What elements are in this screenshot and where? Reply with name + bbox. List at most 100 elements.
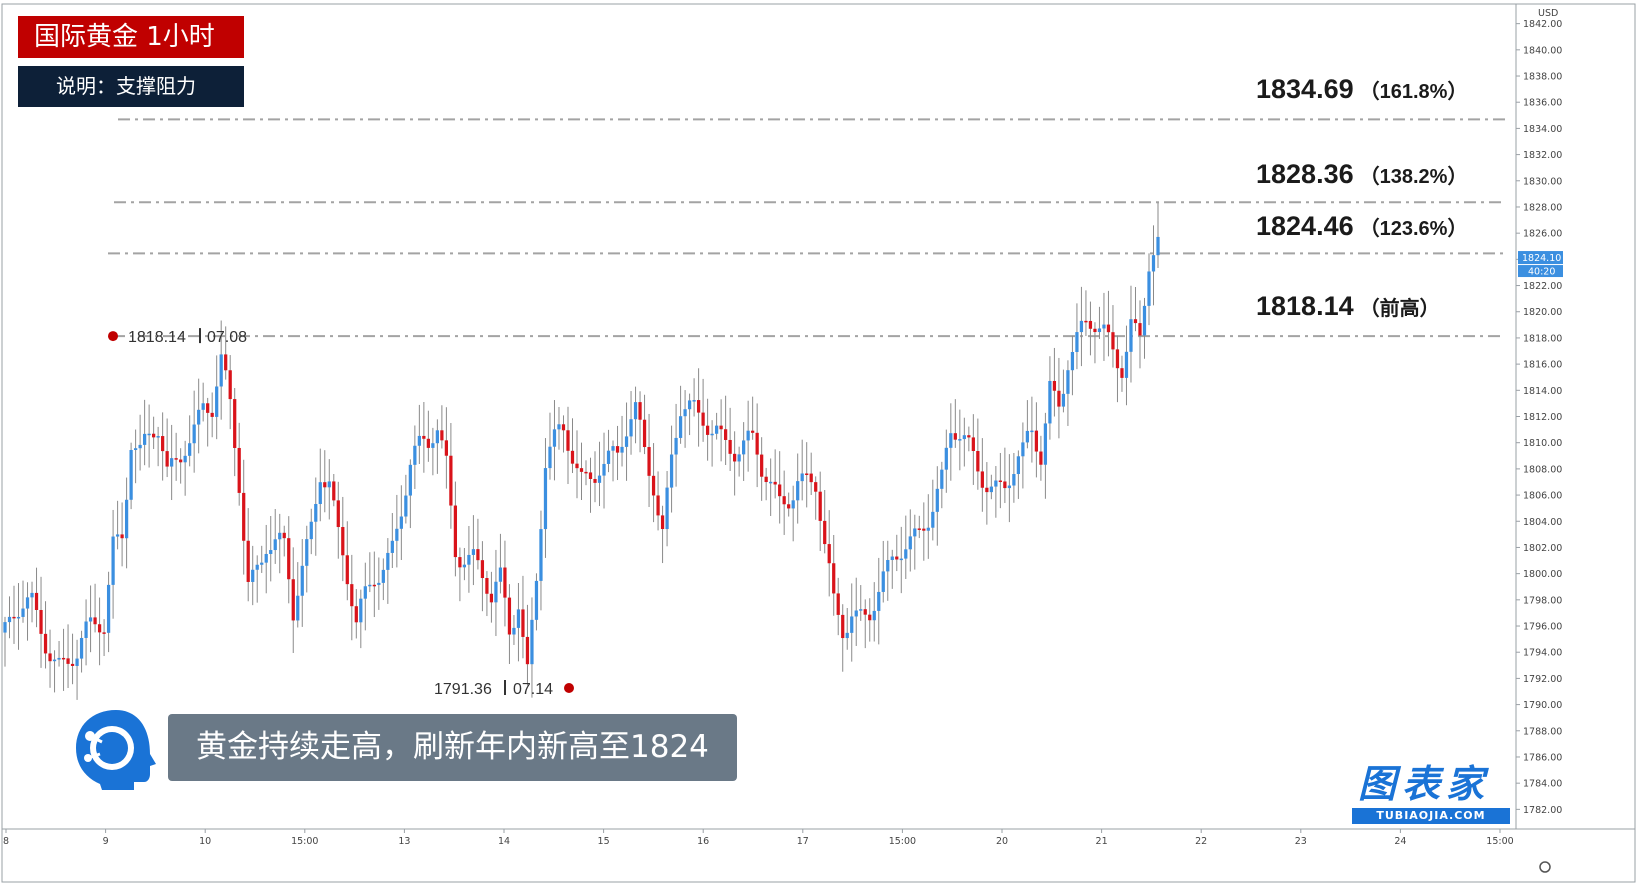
x-tick-label: 24 [1394, 836, 1406, 847]
candle-down [1039, 451, 1043, 465]
y-tick-label: 1836.00 [1523, 98, 1562, 109]
level-label-2: 1828.36 （138.2%） [1256, 159, 1467, 190]
candle-up [512, 627, 516, 635]
candle-up [57, 657, 61, 660]
candle-down [841, 614, 845, 639]
candle-up [674, 437, 678, 455]
candle-down [210, 412, 214, 417]
candle-down [152, 433, 156, 438]
y-tick-label: 1842.00 [1523, 19, 1562, 30]
candle-up [111, 536, 115, 585]
candle-up [791, 500, 795, 509]
candle-down [336, 500, 340, 528]
countdown-label: 40:20 [1528, 267, 1555, 278]
candle-up [129, 450, 133, 500]
candle-down [485, 578, 489, 594]
x-tick-label: 15:00 [1486, 836, 1513, 847]
x-tick-label: 17 [797, 836, 809, 847]
candle-up [602, 463, 606, 476]
x-tick-label: 20 [996, 836, 1008, 847]
candle-down [12, 616, 16, 619]
candle-down [1084, 320, 1088, 323]
candle-up [872, 610, 876, 621]
candle-down [323, 482, 327, 488]
candle-up [1151, 255, 1156, 272]
candle-down [354, 606, 358, 623]
candle-down [1133, 319, 1138, 324]
candle-up [606, 450, 611, 464]
candle-down [93, 617, 97, 625]
x-tick-label: 15:00 [889, 836, 916, 847]
candle-down [705, 425, 710, 435]
candle-down [719, 425, 723, 430]
candle-up [534, 580, 539, 620]
brand-url: TUBIAOJIA.COM [1352, 808, 1510, 824]
candle-down [70, 663, 75, 666]
candle-up [935, 488, 939, 512]
candle-up [386, 552, 390, 570]
candle-up [1156, 236, 1160, 256]
candle-down [917, 528, 921, 530]
candle-down [836, 593, 840, 615]
candle-down [733, 453, 737, 462]
candle-up [989, 486, 993, 493]
candle-up [629, 419, 633, 437]
candle-up [1147, 271, 1151, 306]
y-tick-label: 1798.00 [1523, 595, 1562, 606]
candle-down [282, 532, 286, 539]
candle-up [737, 454, 741, 462]
candle-up [994, 480, 998, 487]
candle-down [43, 633, 48, 654]
candle-up [124, 499, 129, 539]
candle-up [88, 617, 93, 622]
candle-up [859, 609, 863, 611]
candle-down [206, 403, 210, 413]
candle-down [561, 424, 566, 431]
candle-up [899, 558, 903, 561]
candle-up [21, 608, 25, 617]
y-tick-label: 1788.00 [1523, 726, 1562, 737]
y-tick-label: 1792.00 [1523, 674, 1562, 685]
candle-down [224, 354, 228, 371]
candle-up [552, 429, 557, 447]
candle-down [728, 439, 732, 454]
candle-up [404, 495, 408, 517]
candle-up [890, 556, 894, 561]
candle-up [886, 560, 890, 572]
candle-up [462, 564, 467, 568]
candle-up [278, 532, 282, 540]
candle-up [1012, 474, 1016, 486]
candle-down [809, 473, 813, 483]
candle-down [579, 468, 584, 472]
level-label-3: 1824.46 （123.6%） [1256, 211, 1467, 242]
chart-title: 国际黄金 1小时 [18, 16, 244, 58]
candle-down [246, 540, 250, 582]
x-tick-label: 13 [398, 836, 410, 847]
candle-up [260, 562, 264, 565]
candle-up [115, 534, 120, 537]
candle-up [854, 610, 858, 617]
candle-up [1129, 319, 1133, 352]
candle-down [827, 544, 831, 564]
candle-up [215, 386, 219, 417]
candle-up [381, 569, 385, 583]
candle-up [796, 481, 800, 501]
candle-up [926, 527, 930, 531]
candle-up [251, 569, 255, 582]
candle-up [850, 616, 854, 633]
candle-up [413, 445, 417, 465]
y-tick-label: 1782.00 [1523, 805, 1562, 816]
x-tick-label: 8 [3, 836, 9, 847]
y-tick-label: 1832.00 [1523, 150, 1562, 161]
y-tick-label: 1800.00 [1523, 569, 1562, 580]
candle-up [611, 446, 615, 451]
candle-down [814, 482, 818, 492]
candle-up [138, 444, 142, 449]
y-tick-label: 1828.00 [1523, 202, 1562, 213]
y-tick-label: 1834.00 [1523, 124, 1562, 135]
x-tick-label: 16 [697, 836, 709, 847]
candle-down [764, 476, 768, 483]
level-label-4: 1818.14 （前高） [1256, 291, 1440, 322]
candle-up [327, 481, 331, 488]
candle-down [34, 592, 39, 610]
